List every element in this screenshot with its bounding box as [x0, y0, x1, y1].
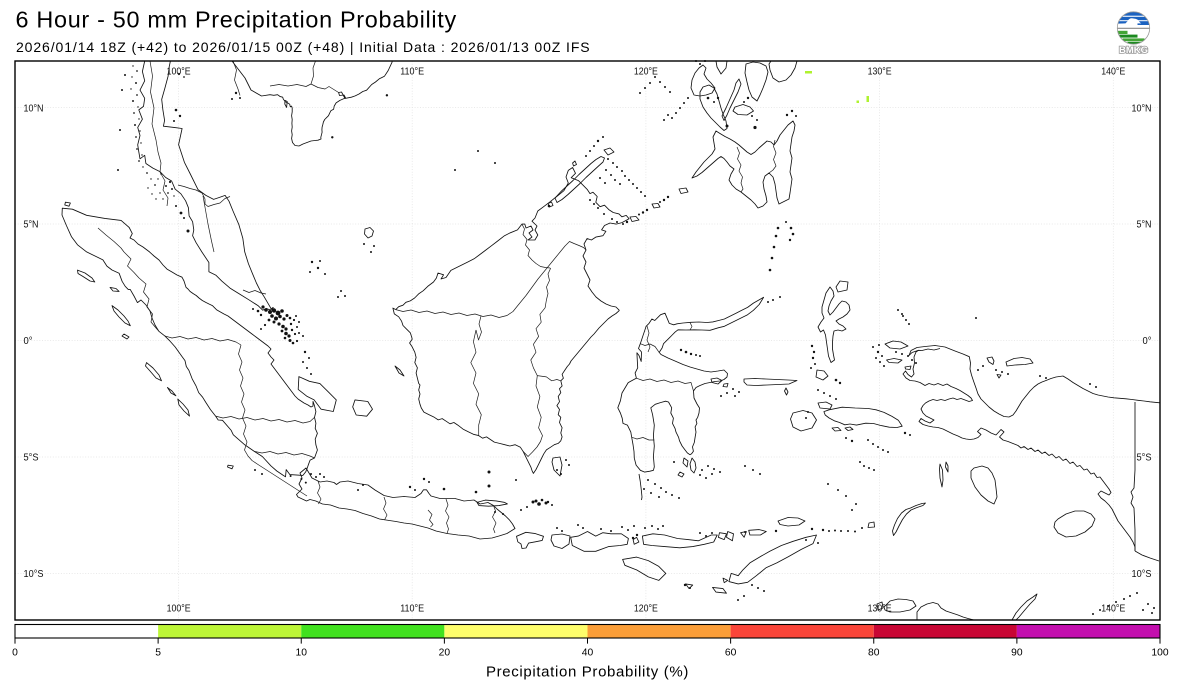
- svg-text:10°S: 10°S: [24, 569, 44, 580]
- svg-text:10°N: 10°N: [24, 103, 44, 114]
- svg-text:90: 90: [1011, 647, 1023, 658]
- svg-text:120°E: 120°E: [634, 67, 658, 78]
- svg-text:100: 100: [1151, 647, 1168, 658]
- svg-text:6 Hour - 50 mm Precipitation P: 6 Hour - 50 mm Precipitation Probability: [16, 7, 457, 33]
- svg-text:5: 5: [155, 647, 161, 658]
- svg-text:10: 10: [296, 647, 308, 658]
- svg-text:60: 60: [725, 647, 737, 658]
- svg-text:5°N: 5°N: [24, 220, 39, 231]
- svg-text:5°S: 5°S: [24, 453, 39, 464]
- svg-text:10°S: 10°S: [1132, 569, 1152, 580]
- svg-text:130°E: 130°E: [868, 67, 892, 78]
- svg-text:80: 80: [868, 647, 880, 658]
- svg-text:130°E: 130°E: [868, 603, 892, 614]
- svg-text:0°: 0°: [24, 336, 33, 347]
- svg-text:5°N: 5°N: [1137, 220, 1152, 231]
- svg-text:0: 0: [12, 647, 18, 658]
- svg-text:20: 20: [439, 647, 451, 658]
- svg-text:110°E: 110°E: [400, 67, 424, 78]
- svg-text:2026/01/14 18Z (+42) to 2026/0: 2026/01/14 18Z (+42) to 2026/01/15 00Z (…: [16, 39, 591, 55]
- svg-text:BMKG: BMKG: [1119, 45, 1148, 56]
- svg-text:140°E: 140°E: [1101, 603, 1125, 614]
- svg-text:5°S: 5°S: [1137, 453, 1152, 464]
- svg-text:140°E: 140°E: [1101, 67, 1125, 78]
- svg-text:120°E: 120°E: [634, 603, 658, 614]
- svg-text:Precipitation Probability (%): Precipitation Probability (%): [486, 664, 689, 681]
- svg-text:110°E: 110°E: [400, 603, 424, 614]
- svg-text:40: 40: [582, 647, 594, 658]
- svg-text:10°N: 10°N: [1132, 103, 1152, 114]
- svg-text:100°E: 100°E: [167, 67, 191, 78]
- svg-text:100°E: 100°E: [167, 603, 191, 614]
- svg-text:0°: 0°: [1143, 336, 1152, 347]
